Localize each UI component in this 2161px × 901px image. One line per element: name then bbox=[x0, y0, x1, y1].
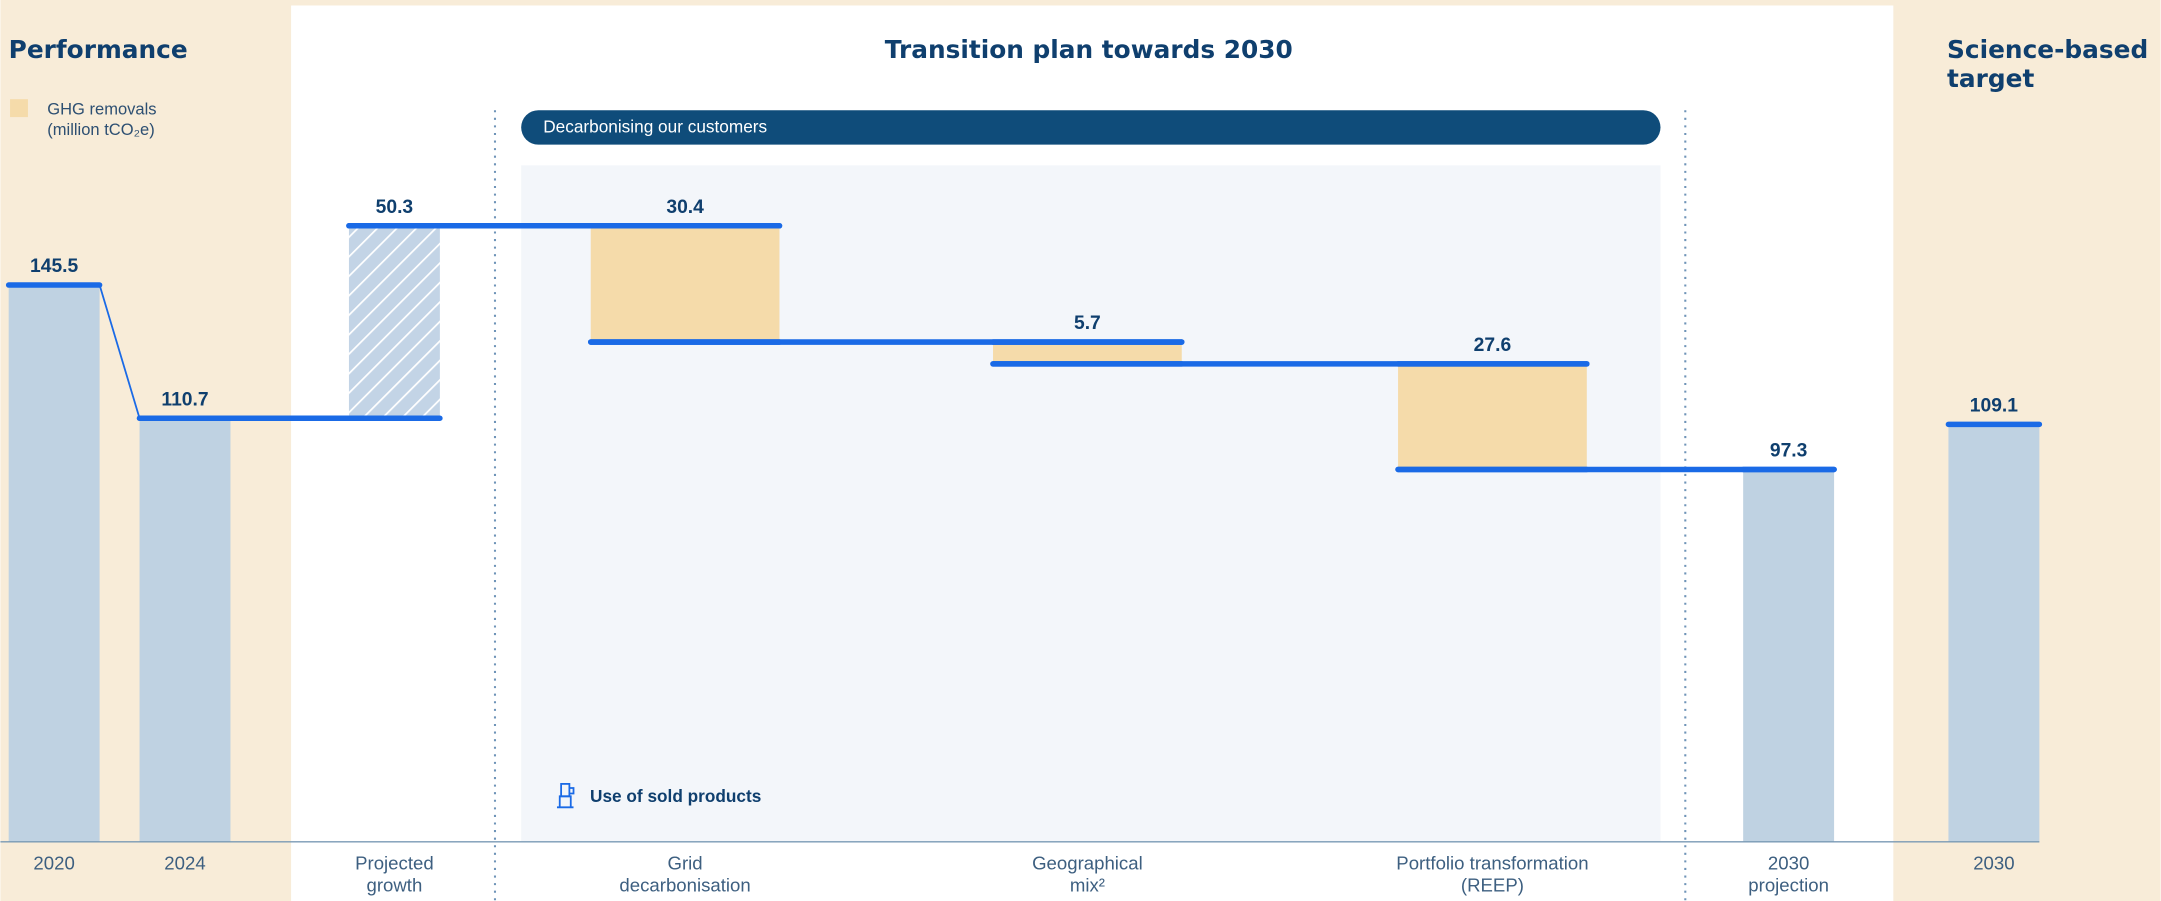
bar bbox=[1398, 363, 1587, 470]
section-title: Transition plan towards 2030 bbox=[884, 35, 1293, 65]
section-title: Science-based target bbox=[1947, 35, 2149, 94]
x-tick-label: 2030 projection bbox=[1748, 852, 1829, 896]
section-title: Performance bbox=[8, 35, 188, 65]
value-label: 5.7 bbox=[1074, 313, 1101, 334]
bar bbox=[348, 225, 440, 419]
bar bbox=[590, 225, 780, 343]
legend: GHG removals (million tCO₂e) bbox=[47, 99, 157, 140]
plot: 145.5 2020 110.7 2024 50.3 Projected growth 30… bbox=[0, 197, 2043, 896]
x-tick-label: Projected growth bbox=[355, 852, 434, 896]
bar bbox=[1743, 469, 1835, 842]
x-tick-label-text: 2024 bbox=[164, 852, 206, 874]
icon bbox=[556, 783, 575, 809]
x-tick-label: Geographical mix² bbox=[1032, 852, 1143, 896]
value-label: 97.3 bbox=[1770, 441, 1808, 462]
value-label: 110.7 bbox=[161, 389, 208, 410]
x-tick-label-text: Grid decarbonisation bbox=[619, 852, 751, 896]
bar bbox=[8, 285, 100, 842]
x-tick-label: 2030 bbox=[1973, 852, 2015, 874]
bar bbox=[993, 342, 1182, 364]
value-label: 109.1 bbox=[1970, 396, 2018, 417]
x-tick-label-text: Portfolio transformation (REEP) bbox=[1396, 852, 1589, 896]
banner bbox=[521, 110, 1661, 145]
x-tick-label: Grid decarbonisation bbox=[619, 852, 751, 896]
bar bbox=[139, 418, 231, 842]
banner-text: Decarbonising our customers bbox=[543, 117, 767, 137]
x-tick-label: 2020 bbox=[33, 852, 75, 874]
x-tick-label: Portfolio transformation (REEP) bbox=[1396, 852, 1589, 896]
legend-swatch bbox=[10, 99, 28, 118]
value-label: 145.5 bbox=[30, 256, 78, 277]
annotation: Use of sold products bbox=[590, 786, 761, 806]
section-title-text: Performance bbox=[8, 35, 188, 65]
value-label: 50.3 bbox=[376, 197, 414, 218]
value-label: 30.4 bbox=[666, 197, 704, 218]
x-tick-label-text: Projected growth bbox=[355, 852, 434, 896]
x-tick-label-text: 2020 bbox=[33, 852, 75, 874]
connector bbox=[98, 284, 141, 419]
section-title-text: Science-based target bbox=[1947, 35, 2149, 94]
legend-label: GHG removals (million tCO₂e) bbox=[47, 99, 157, 140]
bar bbox=[1948, 424, 2040, 842]
x-tick-label-text: 2030 projection bbox=[1748, 852, 1829, 896]
section-title-text: Transition plan towards 2030 bbox=[884, 35, 1293, 65]
value-label: 27.6 bbox=[1474, 335, 1512, 356]
x-tick-label: 2024 bbox=[164, 852, 206, 874]
x-tick-label-text: 2030 bbox=[1973, 852, 2015, 874]
x-tick-label-text: Geographical mix² bbox=[1032, 852, 1143, 896]
